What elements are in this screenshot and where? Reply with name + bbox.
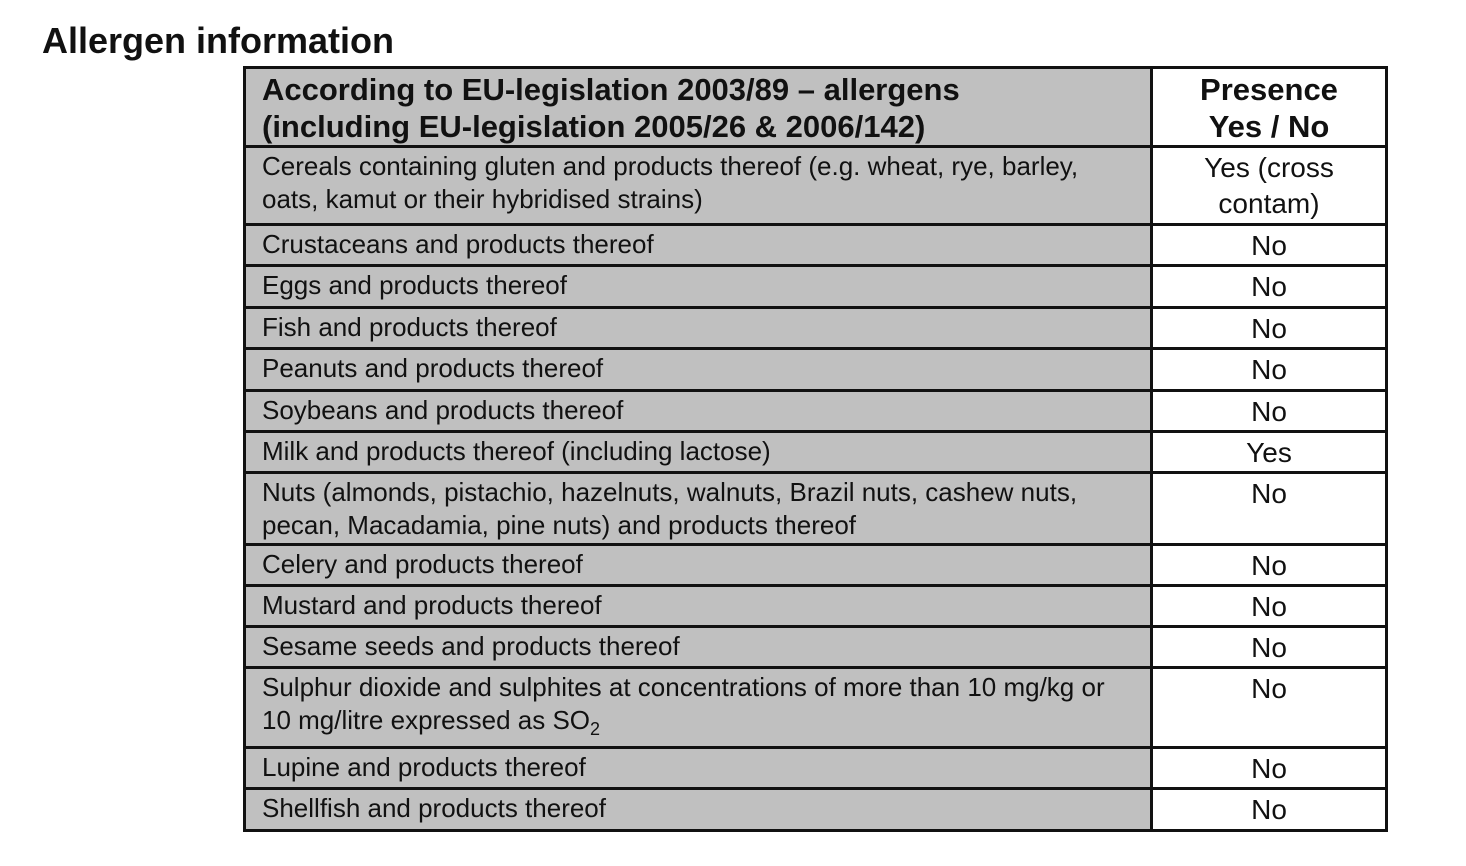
allergen-cell: Nuts (almonds, pistachio, hazelnuts, wal… <box>243 471 1153 546</box>
header-cell: According to EU-legislation 2003/89 – al… <box>243 66 1153 148</box>
allergen-cell: Lupine and products thereof <box>243 746 1153 791</box>
presence-cell: No <box>1150 543 1388 587</box>
presence-cell: No <box>1150 471 1388 546</box>
presence-cell: Yes (cross contam) <box>1150 145 1388 226</box>
header-line: Yes / No <box>1208 109 1330 144</box>
allergen-cell: Shellfish and products thereof <box>243 787 1153 833</box>
table-row: Sesame seeds and products thereof No <box>243 625 1388 669</box>
allergen-text: Sesame seeds and products thereof <box>262 631 680 661</box>
allergen-text: Peanuts and products thereof <box>262 353 604 383</box>
allergen-cell: Milk and products thereof (including lac… <box>243 430 1153 474</box>
allergen-cell: Soybeans and products thereof <box>243 389 1153 433</box>
header-line: Presence <box>1200 72 1338 107</box>
allergen-cell: Fish and products thereof <box>243 306 1153 350</box>
table-row: Sulphur dioxide and sulphites at concent… <box>243 665 1388 750</box>
table-row: Celery and products thereof No <box>243 543 1388 587</box>
presence-cell: Yes <box>1150 430 1388 474</box>
subscript: 2 <box>590 719 601 740</box>
presence-cell: No <box>1150 787 1388 833</box>
allergen-cell: Mustard and products thereof <box>243 584 1153 628</box>
table-row: Eggs and products thereof No <box>243 264 1388 309</box>
allergen-text: Crustaceans and products thereof <box>262 229 654 259</box>
allergen-text: Soybeans and products thereof <box>262 395 624 425</box>
allergen-text: Milk and products thereof (including lac… <box>262 436 771 466</box>
presence-cell: No <box>1150 306 1388 350</box>
allergen-text: Mustard and products thereof <box>262 590 602 620</box>
table-row: Fish and products thereof No <box>243 306 1388 350</box>
table-row: Cereals containing gluten and products t… <box>243 145 1388 226</box>
allergen-cell: Eggs and products thereof <box>243 264 1153 309</box>
header-line: According to EU-legislation 2003/89 – al… <box>262 72 960 107</box>
allergen-cell: Sulphur dioxide and sulphites at concent… <box>243 665 1153 750</box>
table-row: Mustard and products thereof No <box>243 584 1388 628</box>
table-row: Lupine and products thereof No <box>243 746 1388 791</box>
allergen-cell: Peanuts and products thereof <box>243 347 1153 392</box>
allergen-cell: Sesame seeds and products thereof <box>243 625 1153 669</box>
presence-cell: No <box>1150 746 1388 791</box>
presence-cell: No <box>1150 347 1388 392</box>
header-row: According to EU-legislation 2003/89 – al… <box>243 66 1388 148</box>
allergen-table: According to EU-legislation 2003/89 – al… <box>243 66 1388 833</box>
allergen-cell: Cereals containing gluten and products t… <box>243 145 1153 226</box>
presence-cell: No <box>1150 264 1388 309</box>
allergen-text: Shellfish and products thereof <box>262 793 606 824</box>
table-row: Soybeans and products thereof No <box>243 389 1388 433</box>
presence-cell: No <box>1150 584 1388 628</box>
table-row: Shellfish and products thereof No <box>243 787 1388 833</box>
allergen-text: Nuts (almonds, pistachio, hazelnuts, wal… <box>262 477 1078 540</box>
allergen-text: Lupine and products thereof <box>262 752 586 783</box>
allergen-text: Sulphur dioxide and sulphites at concent… <box>262 672 1105 735</box>
table-body: According to EU-legislation 2003/89 – al… <box>243 66 1388 833</box>
table-row: Milk and products thereof (including lac… <box>243 430 1388 474</box>
allergen-text: Fish and products thereof <box>262 312 557 342</box>
allergen-text: Eggs and products thereof <box>262 270 567 300</box>
allergen-text: Celery and products thereof <box>262 549 583 579</box>
table-row: Nuts (almonds, pistachio, hazelnuts, wal… <box>243 471 1388 546</box>
table-row: Peanuts and products thereof No <box>243 347 1388 392</box>
presence-cell: No <box>1150 625 1388 669</box>
page-title: Allergen information <box>42 20 395 61</box>
table-row: Crustaceans and products thereof No <box>243 223 1388 267</box>
presence-cell: No <box>1150 389 1388 433</box>
header-line: (including EU-legislation 2005/26 & 2006… <box>262 109 926 144</box>
allergen-text: Cereals containing gluten and products t… <box>262 151 1079 214</box>
allergen-cell: Celery and products thereof <box>243 543 1153 587</box>
allergen-cell: Crustaceans and products thereof <box>243 223 1153 267</box>
presence-cell: No <box>1150 223 1388 267</box>
header-cell: Presence Yes / No <box>1150 66 1388 148</box>
presence-cell: No <box>1150 665 1388 750</box>
